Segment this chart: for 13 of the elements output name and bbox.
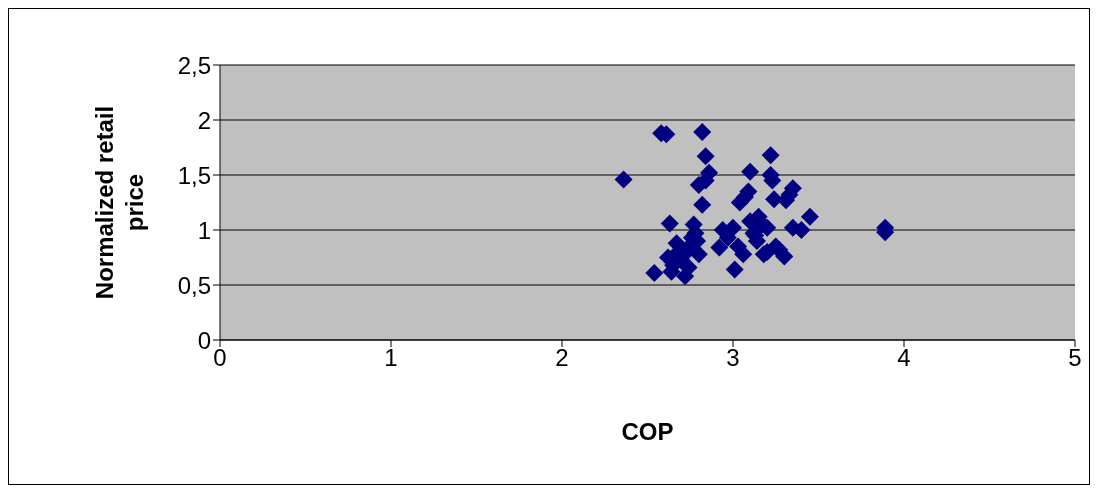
y-axis-title: Normalized retail price — [91, 105, 148, 300]
y-tick-label: 0,5 — [177, 271, 211, 299]
x-tick-label: 3 — [726, 344, 740, 372]
x-tick-label: 5 — [1068, 344, 1082, 372]
x-tick-label: 2 — [555, 344, 569, 372]
y-tick-label: 0 — [197, 326, 211, 354]
x-tick-label: 4 — [897, 344, 911, 372]
y-tick-label: 1,5 — [177, 161, 211, 189]
y-tick-label: 1 — [197, 216, 211, 244]
x-axis-title: COP — [621, 418, 674, 445]
y-tick-label: 2,5 — [177, 51, 211, 79]
y-tick-label: 2 — [197, 106, 211, 134]
x-tick-label: 1 — [384, 344, 398, 372]
